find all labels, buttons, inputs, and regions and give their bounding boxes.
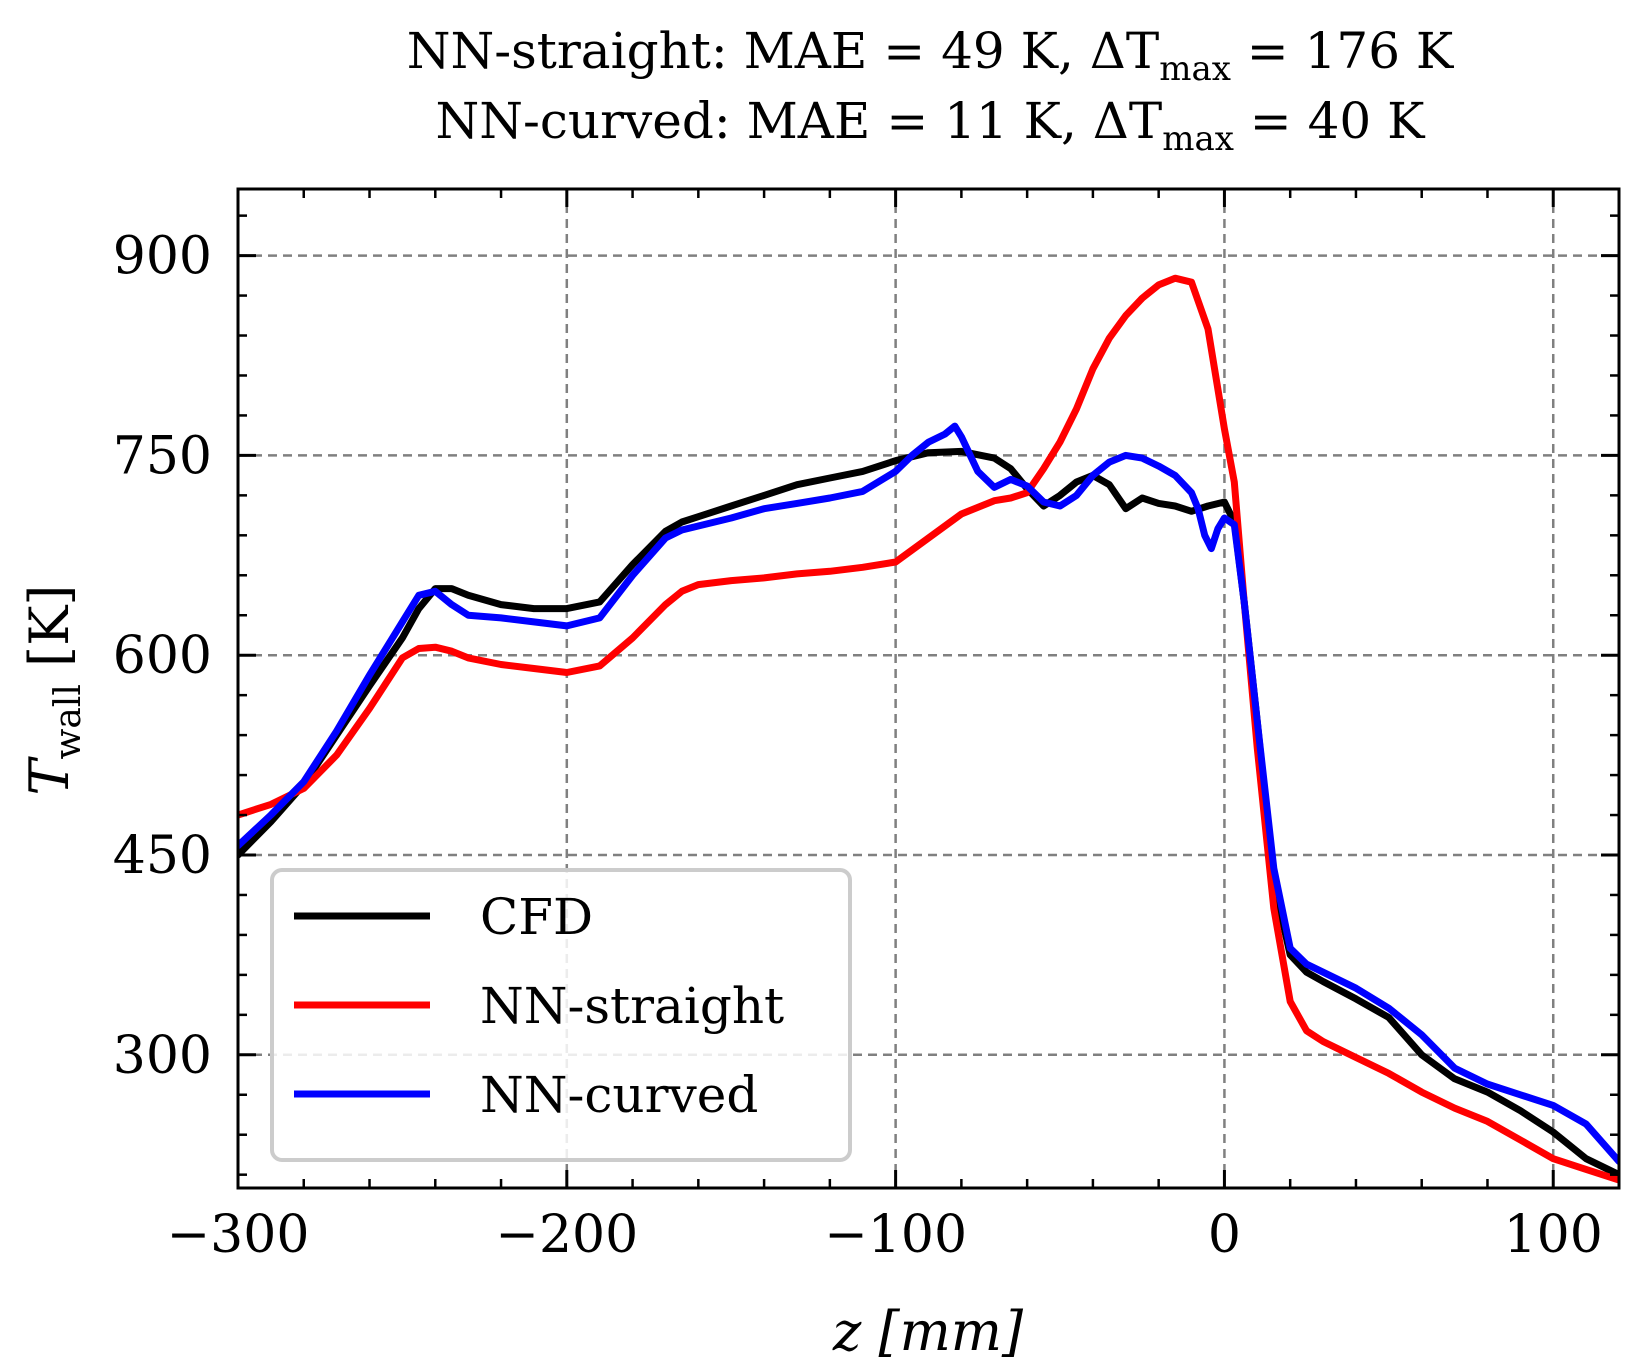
title-line-2: NN-curved: MAE = 11 K, ΔTmax = 40 K — [436, 92, 1427, 159]
y-axis-label-unit: [K] — [18, 585, 81, 685]
title-line-1: NN-straight: MAE = 49 K, ΔTmax = 176 K — [407, 22, 1455, 89]
legend-label-cfd: CFD — [480, 888, 593, 946]
series-line-nn-straight — [238, 274, 1619, 1184]
x-tick-label: 100 — [1504, 1205, 1603, 1265]
chart-title: NN-straight: MAE = 49 K, ΔTmax = 176 K N… — [407, 22, 1455, 159]
y-axis-label-subscript: wall — [48, 684, 89, 759]
x-tick-label: −200 — [495, 1205, 638, 1265]
title-line-2-tail: = 40 K — [1234, 92, 1426, 150]
legend-box — [270, 868, 852, 1162]
title-line-2-subscript: max — [1162, 119, 1234, 159]
series-layer — [238, 274, 1619, 1184]
y-tick-label: 600 — [113, 626, 212, 686]
x-tick-label: 0 — [1208, 1205, 1241, 1265]
y-tick-label: 900 — [113, 227, 212, 287]
series-line-nn-curved — [238, 422, 1619, 1165]
title-line-1-subscript: max — [1159, 49, 1231, 89]
y-tick-label: 750 — [113, 426, 212, 486]
x-axis-label: z [mm] — [832, 1300, 1024, 1363]
legend: CFD NN-straight NN-curved — [270, 868, 852, 1162]
title-line-2-text: NN-curved: MAE = 11 K, ΔT — [436, 92, 1163, 150]
x-tick-label: −300 — [167, 1205, 310, 1265]
x-tick-label: −100 — [824, 1205, 967, 1265]
plot-frame — [236, 187, 1621, 1190]
legend-label-nn-curved: NN-curved — [480, 1066, 758, 1124]
y-tick-label: 300 — [113, 1026, 212, 1086]
x-tick-labels: −300 −200 −100 0 100 — [167, 1205, 1603, 1265]
title-line-1-tail: = 176 K — [1231, 22, 1455, 80]
y-tick-label: 450 — [113, 826, 212, 886]
y-axis-label-symbol: T — [18, 756, 81, 796]
title-line-1-text: NN-straight: MAE = 49 K, ΔT — [407, 22, 1160, 80]
y-axis-label: Twall [K] — [18, 585, 89, 796]
legend-label-nn-straight: NN-straight — [480, 977, 784, 1035]
y-tick-labels: 300 450 600 750 900 — [113, 227, 212, 1086]
